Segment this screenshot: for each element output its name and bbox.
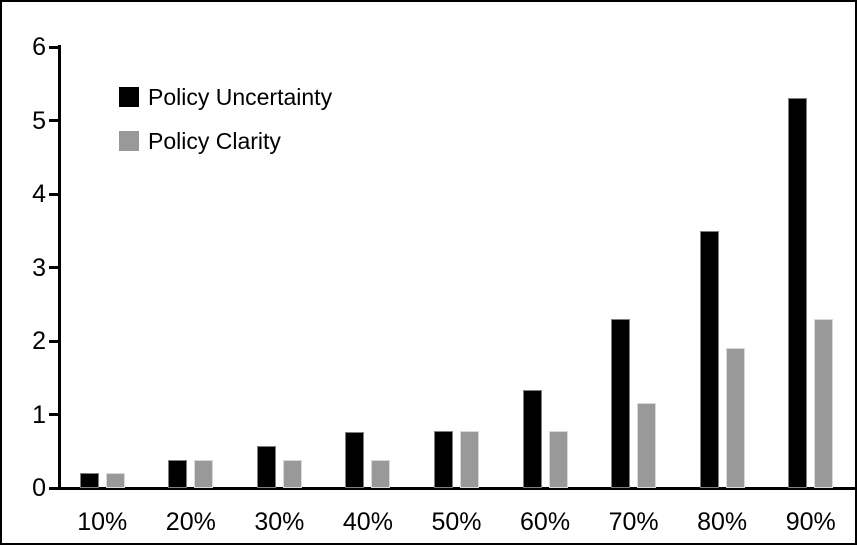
y-tick-label: 6 (32, 33, 46, 61)
bar-policy-uncertainty-60% (522, 390, 542, 488)
legend-label: Policy Uncertainty (148, 83, 333, 110)
x-axis-line (49, 487, 855, 490)
y-axis-line (58, 45, 61, 490)
x-tick-label: 20% (165, 508, 216, 536)
x-tick-label: 70% (608, 508, 659, 536)
y-tick-label: 4 (32, 180, 46, 208)
y-tick-label: 3 (32, 253, 46, 282)
bar-policy-clarity-50% (460, 431, 479, 488)
y-tick-mark (49, 413, 58, 416)
y-tick-mark (49, 266, 58, 269)
y-tick-mark (49, 192, 58, 196)
y-tick-mark (49, 339, 58, 343)
bar-policy-uncertainty-90% (788, 98, 808, 488)
y-tick-mark (49, 45, 58, 49)
x-tick-label: 80% (697, 508, 748, 536)
legend-item-policy-uncertainty: Policy Uncertainty (119, 82, 332, 112)
y-tick-label: 1 (32, 400, 46, 429)
bar-policy-uncertainty-80% (699, 230, 719, 488)
bar-policy-clarity-30% (282, 460, 302, 488)
bar-policy-clarity-90% (814, 318, 834, 488)
bar-policy-clarity-60% (548, 431, 568, 488)
y-tick-label: 5 (32, 106, 46, 135)
bar-policy-uncertainty-50% (434, 430, 453, 488)
legend-item-policy-clarity: Policy Clarity (119, 126, 332, 156)
bar-policy-clarity-70% (637, 403, 657, 488)
bar-policy-uncertainty-30% (256, 446, 276, 488)
legend-label: Policy Clarity (148, 127, 281, 154)
y-tick-mark (49, 486, 58, 490)
legend-swatch-icon (119, 131, 139, 151)
bar-policy-clarity-20% (194, 460, 214, 488)
x-tick-label: 60% (520, 508, 571, 536)
legend: Policy Uncertainty Policy Clarity (119, 82, 332, 156)
bar-policy-uncertainty-20% (168, 460, 188, 488)
bar-policy-clarity-80% (725, 348, 745, 488)
x-tick-label: 50% (431, 508, 482, 536)
legend-swatch-icon (119, 87, 139, 107)
bar-policy-clarity-10% (105, 473, 125, 488)
y-tick-label: 0 (32, 474, 46, 502)
bar-policy-uncertainty-40% (345, 432, 365, 488)
bar-policy-uncertainty-70% (611, 318, 631, 488)
x-tick-label: 40% (342, 508, 393, 536)
x-tick-label: 10% (77, 508, 128, 536)
bar-policy-uncertainty-10% (79, 473, 99, 488)
x-tick-label: 90% (785, 508, 836, 536)
y-tick-label: 2 (32, 327, 46, 355)
y-tick-mark (49, 119, 58, 122)
bar-policy-clarity-40% (371, 460, 391, 488)
x-tick-label: 30% (254, 508, 305, 536)
